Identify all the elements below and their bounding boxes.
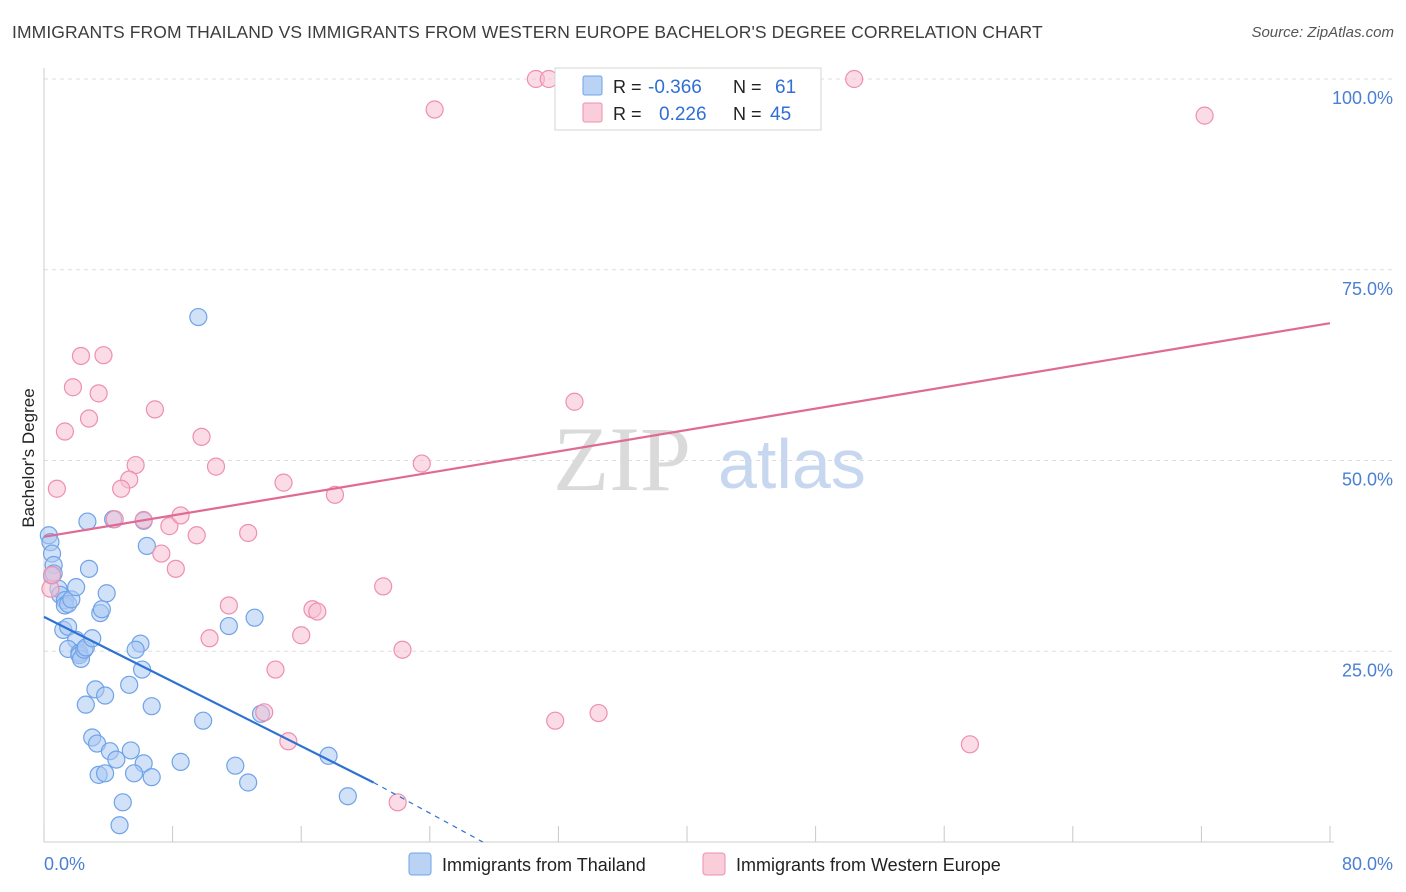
point-thailand	[189, 307, 208, 327]
point-thailand	[95, 686, 115, 705]
point-thailand	[142, 768, 161, 787]
y-tick-label: 25.0%	[1342, 660, 1393, 680]
point-western-europe	[94, 346, 113, 365]
point-western-europe	[589, 703, 608, 723]
stats-legend: R = -0.366 N = 61 R = 0.226 N = 45	[554, 67, 822, 131]
point-western-europe	[145, 400, 165, 419]
point-thailand	[97, 584, 116, 603]
point-thailand	[226, 756, 245, 775]
grid	[44, 78, 1392, 652]
tick-labels: 25.0% 50.0% 75.0% 100.0% 0.0% 80.0%	[44, 88, 1393, 874]
point-western-europe	[274, 473, 293, 492]
point-western-europe	[200, 629, 219, 648]
point-thailand	[113, 793, 132, 812]
point-western-europe	[47, 479, 66, 498]
point-western-europe	[845, 69, 864, 89]
point-western-europe	[166, 559, 185, 578]
x-tick-label: 80.0%	[1342, 854, 1393, 874]
point-western-europe	[374, 577, 393, 596]
legend-r-label-western-europe: R =	[613, 104, 642, 124]
point-western-europe	[79, 409, 99, 428]
point-thailand	[194, 711, 213, 730]
point-thailand	[67, 578, 86, 597]
axes	[43, 68, 1334, 843]
point-western-europe	[187, 526, 206, 545]
point-thailand	[219, 616, 238, 636]
watermark-zip: ZIP	[553, 408, 691, 510]
watermark-atlas: atlas	[718, 425, 866, 503]
y-axis-title: Bachelor's Degree	[19, 388, 38, 527]
series-legend-label-thailand: Immigrants from Thailand	[442, 855, 646, 875]
point-western-europe	[960, 735, 980, 754]
point-western-europe	[279, 732, 298, 751]
legend-swatch-thailand	[582, 75, 603, 96]
point-western-europe	[42, 565, 62, 585]
series-legend-swatch-thailand	[408, 852, 432, 876]
point-western-europe	[388, 793, 407, 812]
legend-n-label-thailand: N =	[733, 77, 762, 97]
point-western-europe	[152, 544, 171, 563]
point-western-europe	[192, 427, 211, 446]
point-western-europe	[325, 485, 345, 504]
point-thailand	[110, 816, 129, 835]
point-western-europe	[393, 640, 412, 659]
data-points	[39, 69, 1214, 835]
point-western-europe	[565, 392, 584, 411]
point-western-europe	[239, 523, 258, 543]
point-thailand	[107, 750, 126, 769]
legend-swatch-western-europe	[582, 102, 603, 123]
point-thailand	[126, 640, 145, 659]
point-western-europe	[63, 378, 83, 397]
point-thailand	[92, 600, 111, 619]
point-western-europe	[255, 703, 274, 722]
point-western-europe	[292, 626, 311, 645]
point-thailand	[137, 536, 156, 556]
chart-title: IMMIGRANTS FROM THAILAND VS IMMIGRANTS F…	[12, 22, 1043, 42]
series-legend-swatch-western-europe	[702, 852, 726, 876]
point-western-europe	[412, 454, 431, 473]
series-legend-label-western-europe: Immigrants from Western Europe	[736, 855, 1001, 875]
point-western-europe	[308, 602, 327, 621]
point-western-europe	[71, 346, 91, 366]
point-thailand	[171, 752, 190, 771]
series-legend: Immigrants from Thailand Immigrants from…	[408, 852, 1001, 876]
legend-n-value-western-europe: 45	[770, 104, 791, 125]
point-western-europe	[546, 711, 565, 730]
chart-source: Source: ZipAtlas.com	[1251, 24, 1394, 41]
point-western-europe	[1195, 106, 1214, 125]
legend-n-label-western-europe: N =	[733, 104, 762, 124]
point-thailand	[121, 741, 140, 760]
legend-n-value-thailand: 61	[775, 77, 796, 98]
point-western-europe	[219, 596, 238, 615]
trend-line-western-europe	[43, 322, 1331, 538]
point-western-europe	[55, 422, 74, 441]
point-western-europe	[425, 100, 444, 119]
point-western-europe	[266, 660, 285, 679]
point-thailand	[76, 695, 95, 714]
point-thailand	[239, 773, 258, 792]
point-western-europe	[89, 384, 108, 403]
point-thailand	[124, 764, 144, 783]
point-western-europe	[160, 517, 179, 536]
trend-lines	[43, 322, 1331, 843]
point-thailand	[245, 608, 264, 627]
legend-r-value-western-europe: 0.226	[659, 104, 707, 125]
legend-r-label-thailand: R =	[613, 77, 642, 97]
y-tick-label: 50.0%	[1342, 470, 1393, 490]
trend-line-thailand	[43, 615, 375, 784]
point-western-europe	[112, 479, 131, 498]
x-tick-label: 0.0%	[44, 854, 85, 874]
y-tick-label: 100.0%	[1332, 88, 1393, 108]
y-tick-label: 75.0%	[1342, 279, 1393, 299]
point-thailand	[79, 559, 99, 578]
watermark: ZIP atlas	[553, 408, 866, 510]
point-western-europe	[206, 457, 226, 476]
point-thailand	[95, 764, 115, 783]
point-thailand	[142, 697, 161, 716]
point-thailand	[120, 675, 139, 694]
legend-r-value-thailand: -0.366	[648, 77, 702, 98]
point-thailand	[338, 787, 357, 806]
trend-line-thailand-extension	[373, 781, 484, 843]
